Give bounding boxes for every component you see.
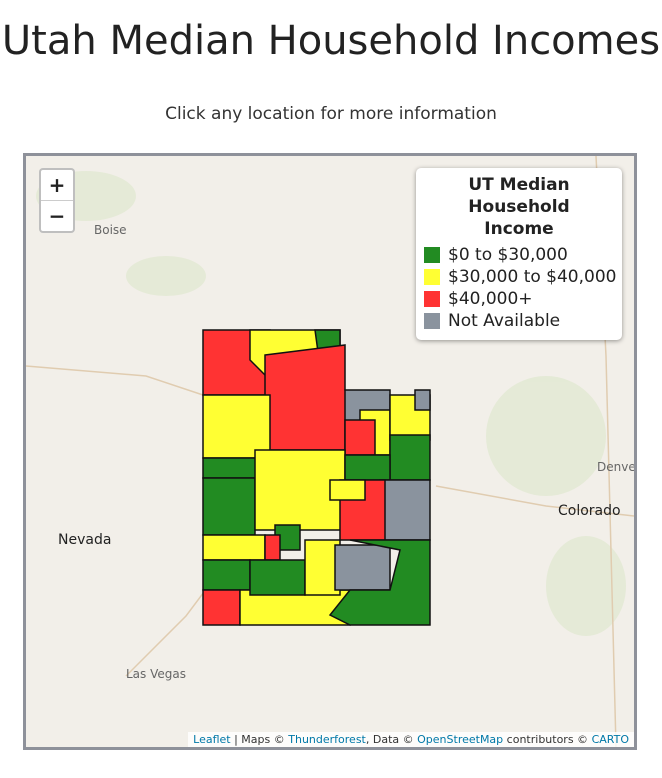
zoom-control: + − [39,168,75,233]
legend-swatch [424,269,440,285]
legend-items: $0 to $30,000 $30,000 to $40,000 $40,000+ N… [416,244,622,332]
title: Utah Median Household Incomes [1,18,661,64]
text: | Maps © [234,733,285,746]
legend: UT Median Household Income $0 to $30,000… [416,168,622,340]
text: , Data © [365,733,414,746]
counties[interactable] [202,329,431,626]
link[interactable]: Leaflet [193,733,231,746]
text: contributors © [506,733,589,746]
legend-title: UT Median Household Income [468,175,570,239]
legend-swatch [424,247,440,263]
link[interactable]: Thunderforest [288,733,366,746]
zoom-in[interactable]: + [41,170,73,201]
legend-label: $0 to $30,000 [448,245,568,265]
place-label: Denver [597,460,634,474]
link[interactable]: CARTO [591,733,629,746]
subtitle: Click any location for more information [165,104,497,124]
place-label: Las Vegas [126,667,186,681]
legend-label: Not Available [448,311,561,331]
zoom-out[interactable]: − [48,204,66,228]
place-label: Colorado [558,503,621,519]
legend-swatch [424,291,440,307]
legend-label: $30,000 to $40,000 [448,267,617,287]
map-canvas: Boise Nevada Las Vegas Denver Colorado [26,156,634,747]
place-label: Nevada [58,532,111,548]
legend-item: $0 to $30,000 [416,244,622,266]
link[interactable]: OpenStreetMap [417,733,504,746]
legend-item: $40,000+ [416,288,622,310]
place-label: Boise [94,223,127,237]
legend-label: $40,000+ [448,289,533,309]
map[interactable]: Boise Nevada Las Vegas Denver Colorado +… [23,153,637,750]
legend-swatch [424,313,440,329]
attribution: Leaflet | Maps © Thunderforest, Data © O… [188,732,634,747]
legend-item: $30,000 to $40,000 [416,266,622,288]
legend-item: Not Available [416,310,622,332]
